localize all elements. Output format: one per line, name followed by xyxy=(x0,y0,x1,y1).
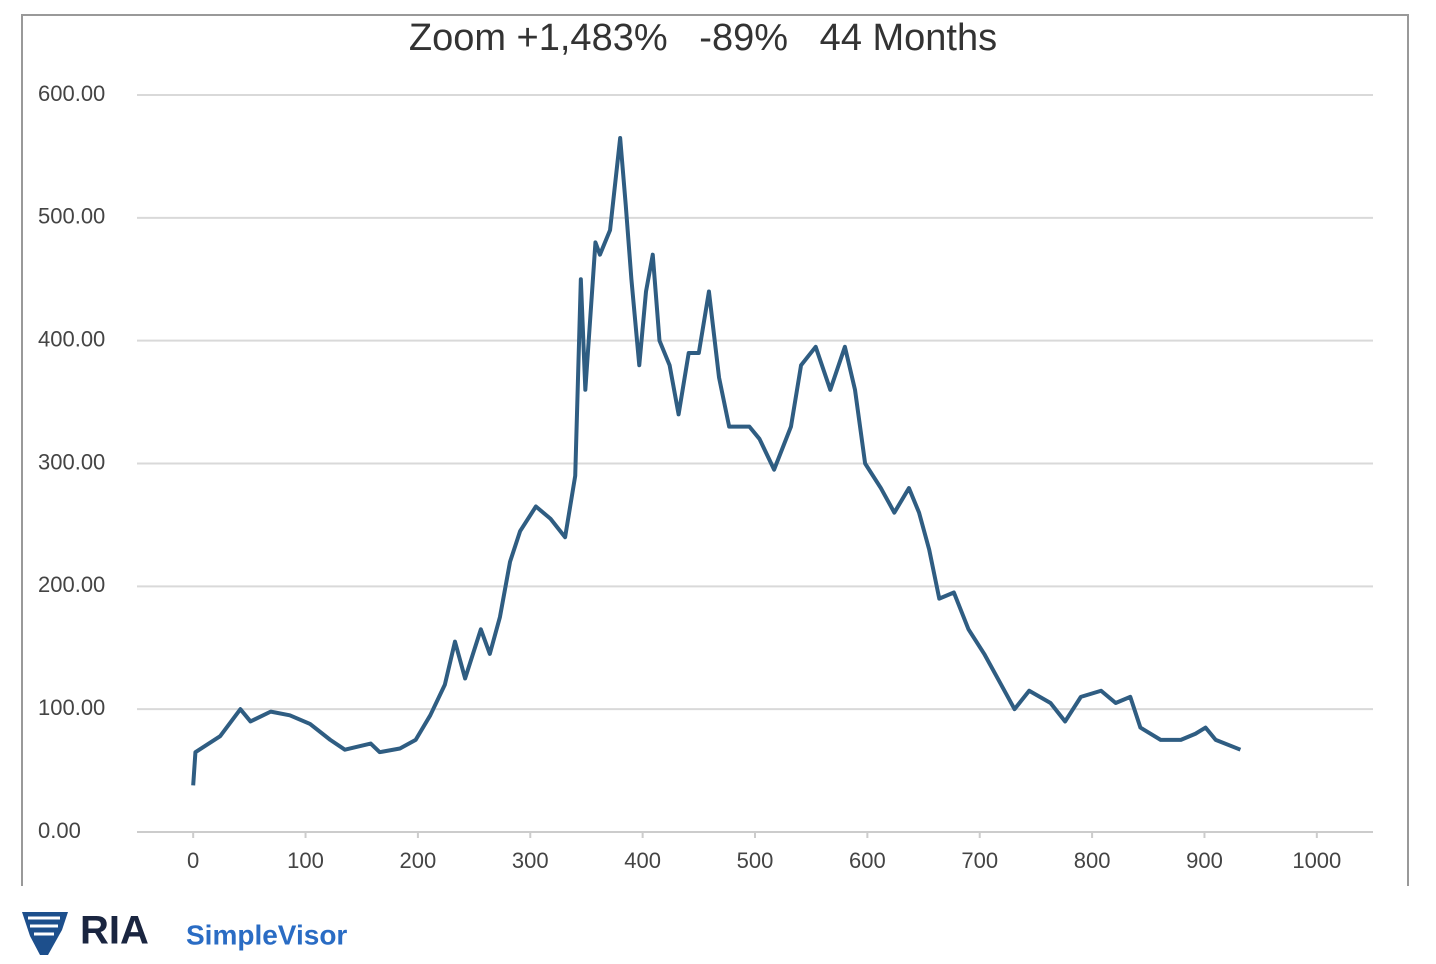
x-tick-label: 600 xyxy=(849,848,886,873)
chart-frame xyxy=(21,14,1409,889)
y-tick-label: 400.00 xyxy=(38,326,105,351)
footer-bg xyxy=(0,886,1436,964)
logo: RIA SimpleVisor xyxy=(22,909,347,955)
x-tick-label: 100 xyxy=(287,848,324,873)
x-tick-label: 0 xyxy=(187,848,199,873)
product: SimpleVisor xyxy=(186,919,347,950)
y-tick-label: 300.00 xyxy=(38,449,105,474)
x-tick-label: 700 xyxy=(961,848,998,873)
y-tick-label: 200.00 xyxy=(38,572,105,597)
y-tick-label: 100.00 xyxy=(38,695,105,720)
x-tick-label: 400 xyxy=(624,848,661,873)
brand: RIA xyxy=(80,909,149,953)
y-tick-label: 600.00 xyxy=(38,81,105,106)
x-tick-label: 300 xyxy=(512,848,549,873)
x-tick-label: 200 xyxy=(400,848,437,873)
line xyxy=(191,135,1242,786)
y-tick-label: 500.00 xyxy=(38,204,105,229)
x-tick-label: 800 xyxy=(1074,848,1111,873)
y-tick-label: 0.00 xyxy=(38,818,81,843)
chart-title: Zoom +1,483% -89% 44 Months xyxy=(409,17,997,59)
x-tick-label: 900 xyxy=(1186,848,1223,873)
logo-stripes xyxy=(28,916,60,936)
x-tick-label: 1000 xyxy=(1292,848,1341,873)
x-tick-label: 500 xyxy=(737,848,774,873)
